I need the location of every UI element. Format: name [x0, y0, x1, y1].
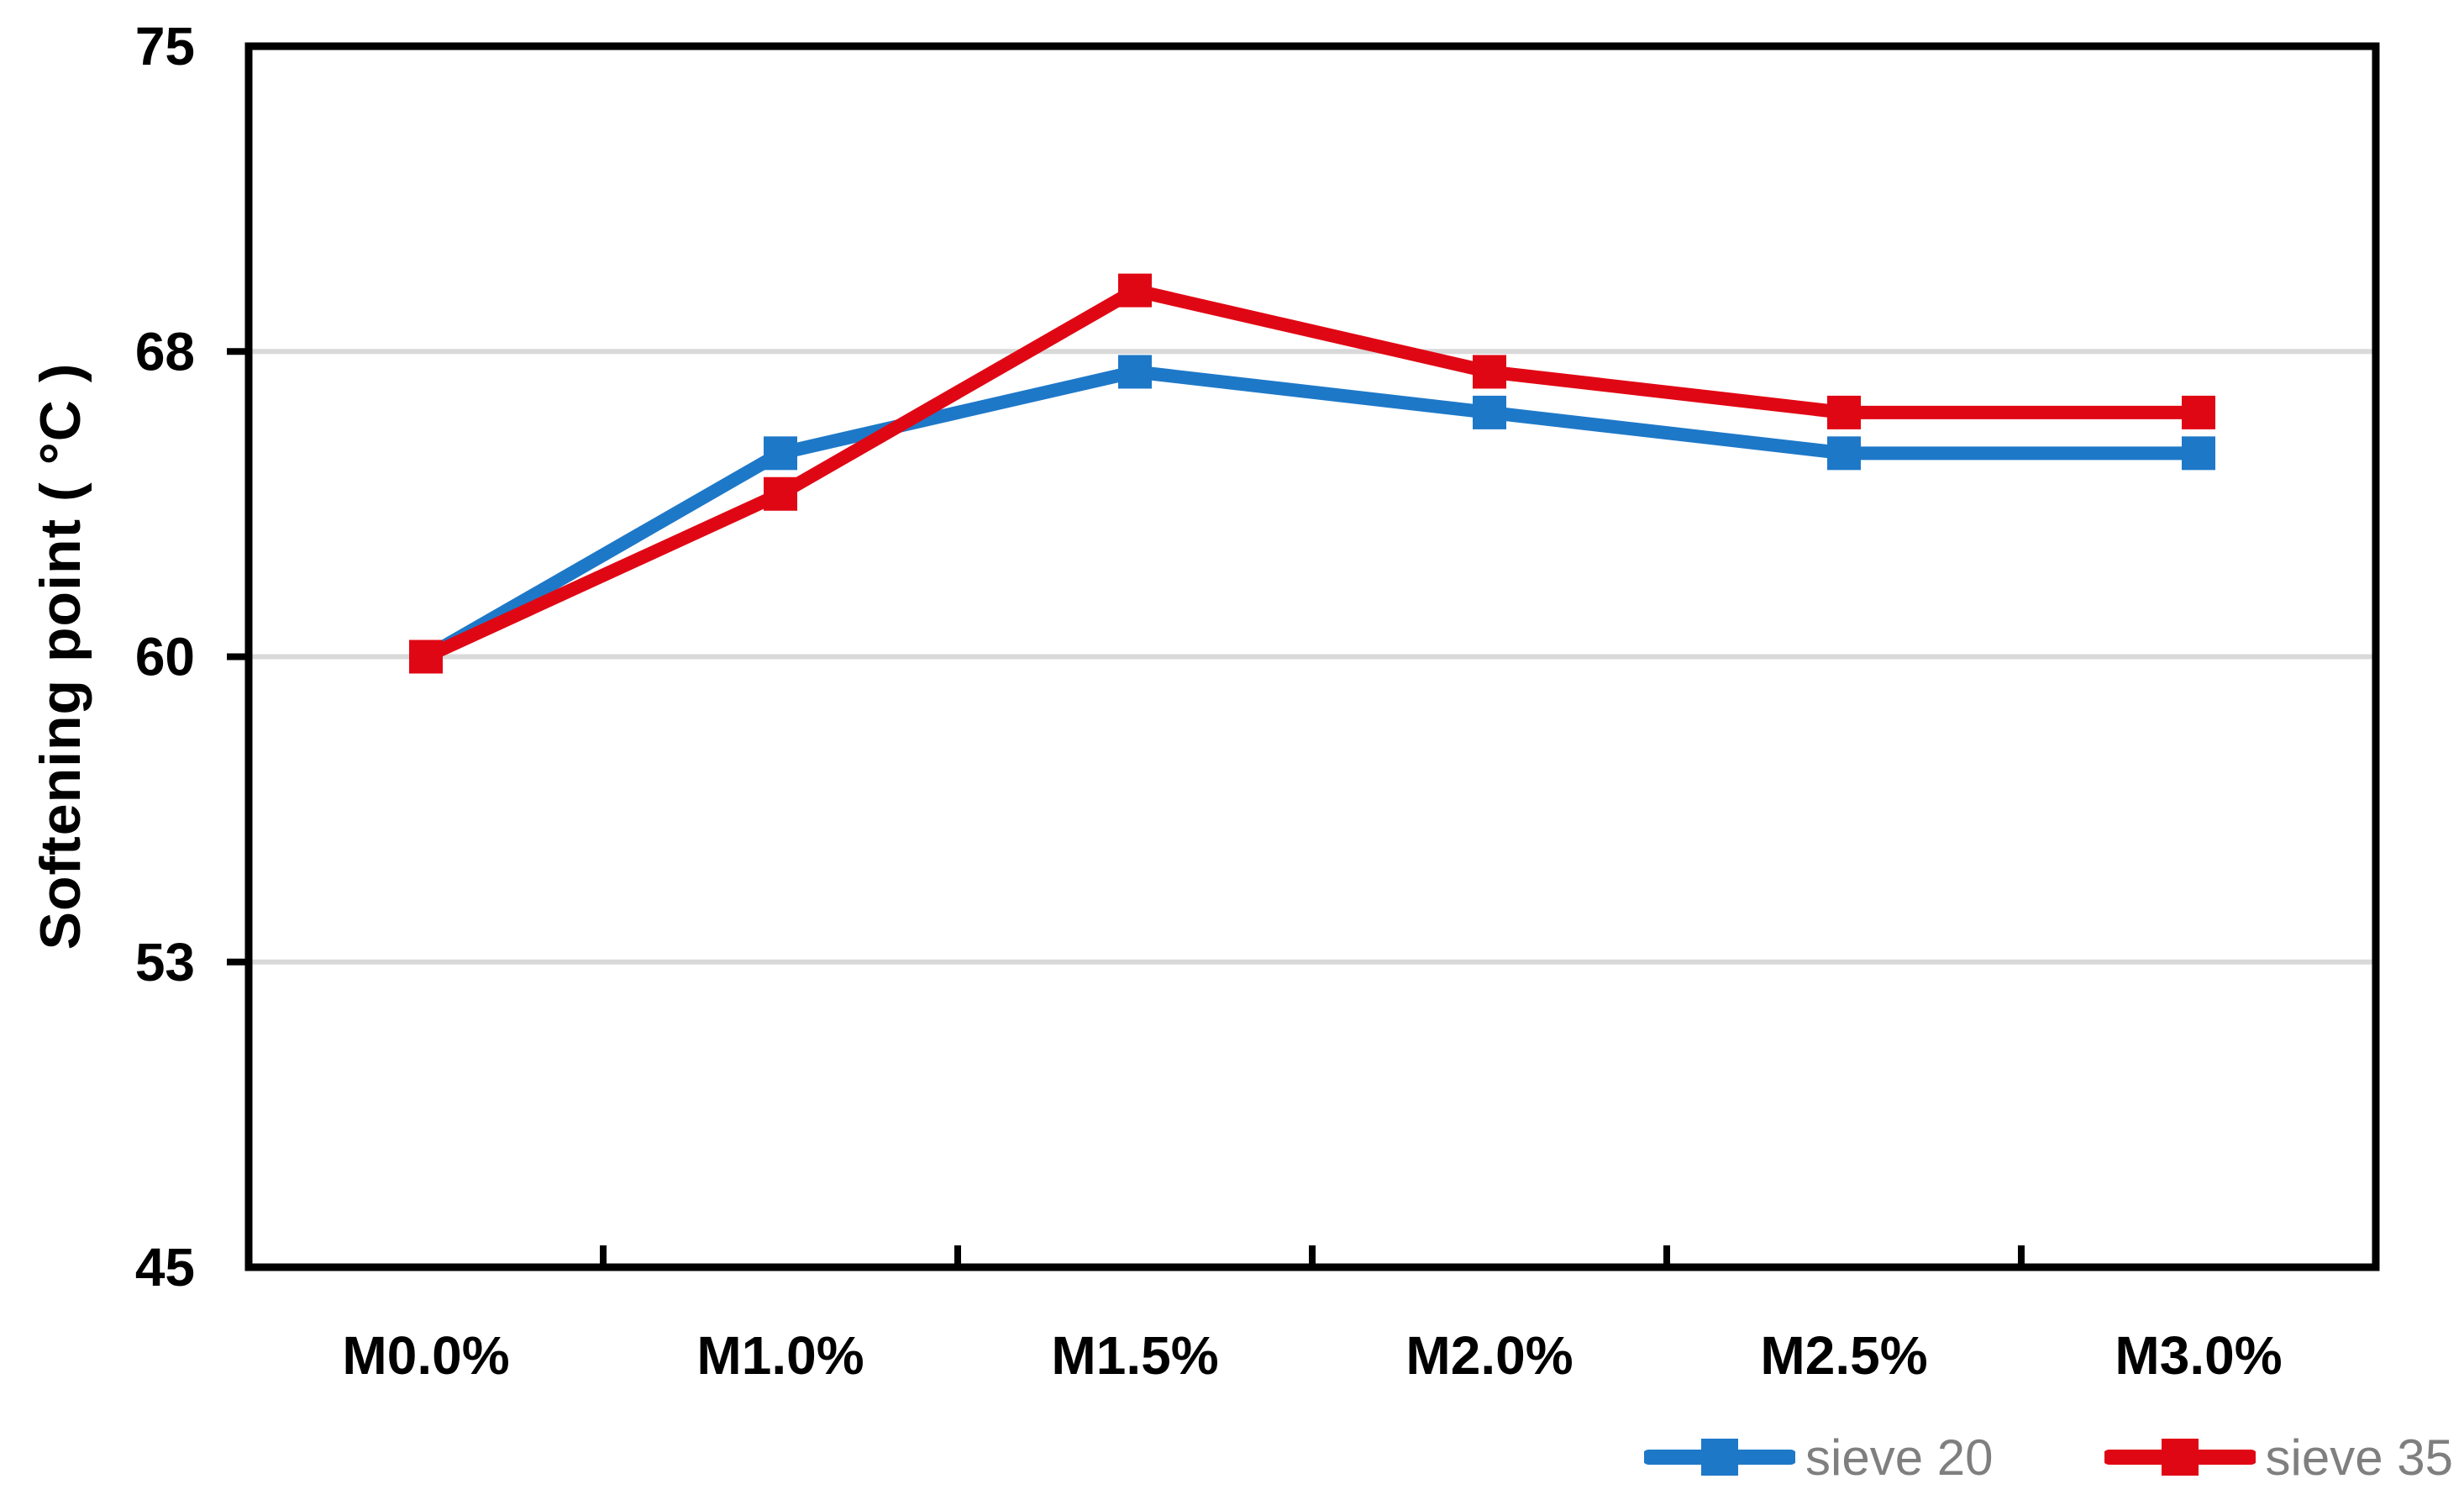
data-point-marker — [764, 476, 797, 511]
y-tick-label: 60 — [135, 627, 195, 687]
x-category-label: M2.5% — [1760, 1325, 1927, 1386]
legend-entry-sieve-35: sieve 35 — [2104, 1429, 2453, 1487]
x-category-label: M3.0% — [2115, 1325, 2282, 1386]
y-tick-label: 45 — [135, 1237, 195, 1297]
legend-label: sieve 35 — [2265, 1429, 2453, 1486]
legend: sieve 20 sieve 35 — [1644, 1422, 2453, 1492]
data-point-marker — [2182, 436, 2215, 471]
y-tick-label: 75 — [135, 16, 195, 76]
legend-entry-sieve-20: sieve 20 — [1644, 1429, 1994, 1487]
data-point-marker — [1118, 355, 1152, 389]
data-point-marker — [1827, 436, 1861, 471]
y-axis-title: Softening point ( °C ) — [29, 362, 92, 950]
y-tick-label: 68 — [135, 321, 195, 382]
x-category-label: M1.5% — [1051, 1325, 1218, 1386]
data-point-marker — [1473, 395, 1506, 429]
data-point-marker — [409, 639, 443, 674]
data-point-marker — [2182, 395, 2215, 429]
x-category-label: M0.0% — [342, 1325, 509, 1386]
legend-label: sieve 20 — [1805, 1429, 1994, 1486]
data-point-marker — [1827, 395, 1861, 429]
series-line-sieve-35 — [419, 283, 2205, 664]
series-line-sieve-20 — [419, 365, 2205, 664]
data-point-marker — [1473, 355, 1506, 389]
data-point-marker — [764, 436, 797, 471]
x-category-label: M1.0% — [696, 1325, 864, 1386]
x-category-label: M2.0% — [1405, 1325, 1573, 1386]
legend-swatch-line-icon — [1644, 1439, 1796, 1476]
data-point-marker — [1118, 273, 1152, 308]
y-tick-label: 53 — [135, 932, 195, 992]
legend-swatch-line-icon — [2104, 1439, 2256, 1476]
plot-border — [244, 42, 2380, 1271]
